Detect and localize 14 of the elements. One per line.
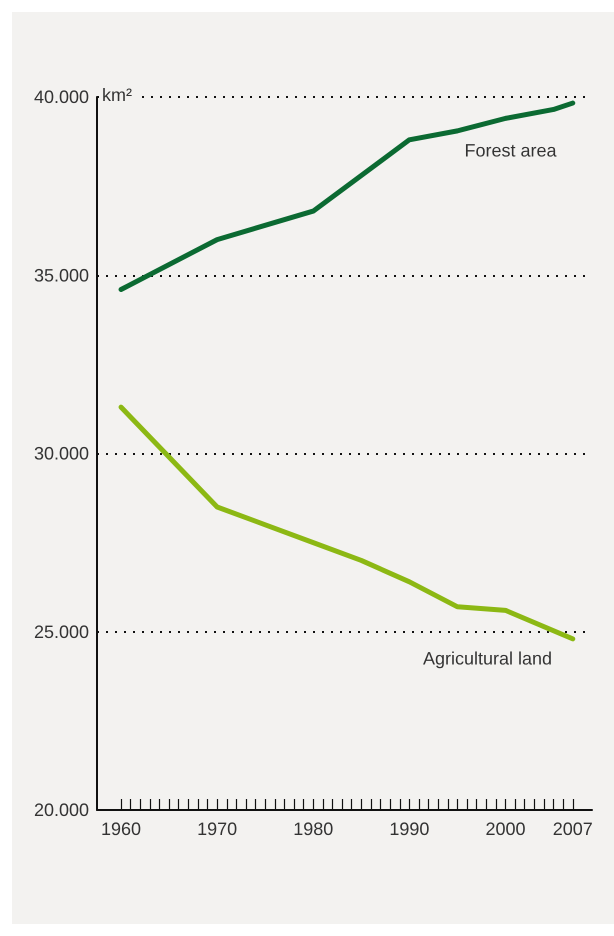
series-label: Agricultural land (422, 648, 552, 668)
x-tick-label: 1970 (197, 819, 238, 839)
y-tick-label: 35.000 (34, 265, 89, 286)
y-tick-label: 25.000 (34, 622, 89, 642)
x-tick-label: 1990 (389, 819, 430, 839)
y-tick-label: 20.000 (34, 800, 89, 820)
y-axis-title: km² (102, 85, 132, 105)
x-tick-label: 2000 (485, 819, 526, 839)
series-label: Forest area (464, 140, 558, 160)
x-tick-label: 2007 (552, 819, 593, 839)
y-tick-label: 40.000 (34, 87, 89, 107)
y-tick-label: 30.000 (34, 444, 89, 464)
x-tick-label: 1960 (101, 819, 142, 839)
x-tick-label: 1980 (293, 819, 334, 839)
